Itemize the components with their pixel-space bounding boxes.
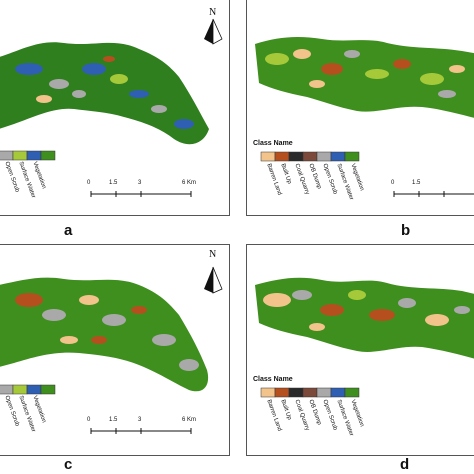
scale-tick-1: 1.5 (412, 180, 421, 186)
study-area-shape (0, 42, 209, 145)
study-area-shape (0, 277, 208, 392)
legend-title: Class Name (253, 140, 293, 147)
map-panel-a: N Open Scrub Surface Water Vegetation 0 … (0, 0, 230, 216)
caption-c: c (64, 456, 73, 473)
map-panel-c: N Open Scrub Surface Water Vegetation 0 … (0, 244, 230, 456)
caption-a: a (64, 222, 73, 239)
north-label: N (209, 249, 217, 260)
scale-tick-2: 3 (138, 180, 142, 186)
map-b-texture (265, 49, 465, 98)
scale-tick-3: 6 Km (182, 417, 197, 423)
map-d-texture (263, 290, 470, 331)
north-label: N (209, 7, 217, 18)
scale-tick-1: 1.5 (109, 417, 118, 423)
legend-swatches-b (260, 151, 360, 162)
caption-d: d (400, 456, 410, 473)
scale-bar-c (90, 428, 192, 434)
map-c-texture (15, 293, 199, 371)
legend-swatches-d (260, 387, 360, 398)
scale-tick-0: 0 (87, 180, 91, 186)
map-c (0, 266, 223, 434)
scale-tick-0: 0 (391, 180, 395, 186)
scale-tick-0: 0 (87, 417, 91, 423)
legend-swatches-c (0, 384, 56, 395)
caption-b: b (401, 222, 411, 239)
map-panel-d: Class Name Barren Land Built Up Coal Qua… (246, 244, 474, 456)
map-a (0, 18, 223, 197)
map-b (255, 36, 474, 197)
map-a-texture (15, 56, 194, 129)
scale-bar-a (90, 191, 192, 197)
legend-swatches-a (0, 150, 56, 161)
study-area-shape (255, 36, 474, 118)
scale-tick-1: 1.5 (109, 180, 118, 186)
legend-title: Class Name (253, 376, 293, 383)
scale-tick-3: 6 Km (182, 180, 197, 186)
map-d (255, 277, 474, 398)
map-panel-b: Class Name Barren Land Built Up Coal Qua… (246, 0, 474, 216)
scale-tick-2: 3 (138, 417, 142, 423)
scale-bar-b (393, 191, 474, 197)
